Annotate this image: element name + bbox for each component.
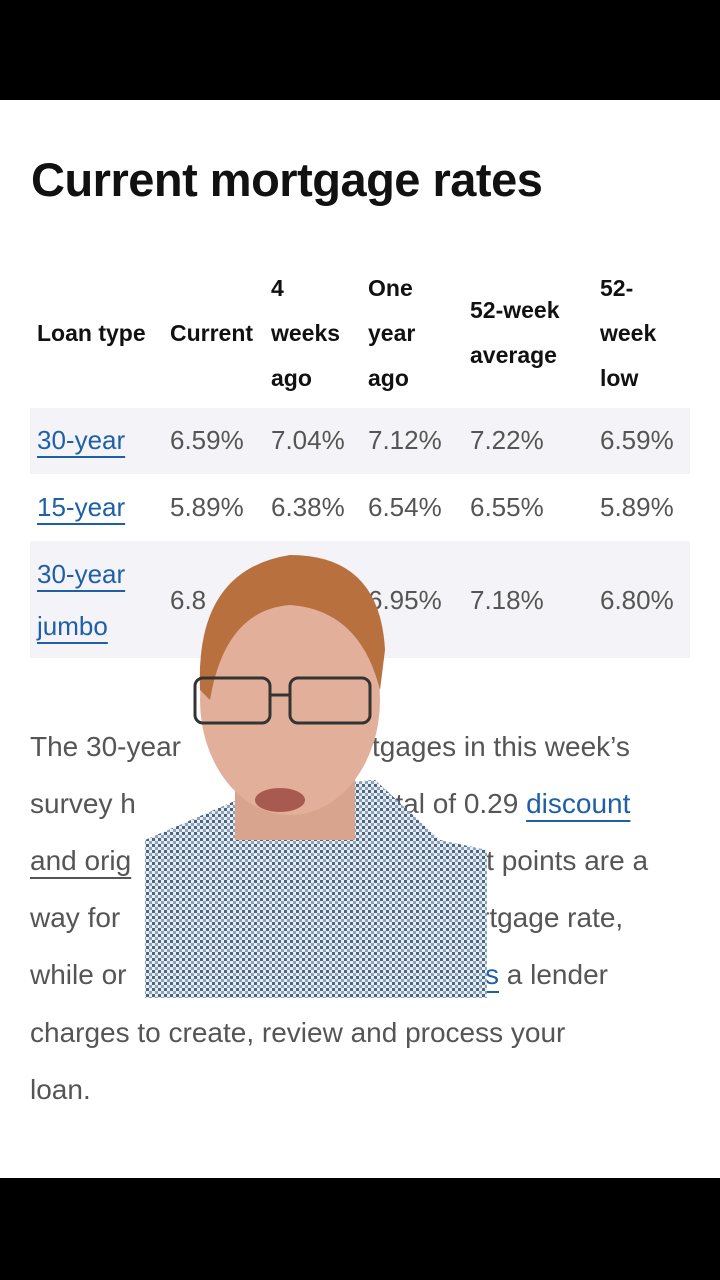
video-letterbox-top	[0, 0, 720, 100]
cell-52-week-average: 7.22%	[470, 425, 544, 455]
hair	[199, 555, 385, 700]
presenter-video-overlay	[145, 555, 487, 998]
paragraph-line: charges to create, review and process yo…	[30, 1017, 566, 1048]
cell-current: 6.59%	[170, 425, 244, 455]
paragraph-fragment: rtgage rate,	[480, 902, 624, 933]
glasses	[193, 676, 372, 725]
loan-type-link-30-year-jumbo[interactable]: jumbo	[37, 611, 108, 641]
paragraph-line: loan.	[30, 1074, 91, 1105]
header-line: One	[368, 275, 413, 301]
shirt	[145, 780, 487, 998]
header-current: Current	[170, 320, 254, 346]
cell-52-week-average: 7.18%	[470, 585, 544, 615]
header-line: average	[470, 342, 557, 368]
header-52-week-low: 52- week low	[600, 266, 656, 401]
cell-52-week-low: 6.59%	[600, 425, 674, 455]
loan-type-link-30-year[interactable]: 30-year	[37, 425, 126, 455]
header-line: year	[368, 320, 416, 346]
header-line: low	[600, 365, 639, 391]
header-line: weeks	[271, 320, 341, 346]
paragraph-fragment: s a lender	[485, 959, 608, 991]
cell-one-year-ago: 7.12%	[368, 425, 442, 455]
paragraph-fragment: while or	[30, 959, 127, 990]
header-4-weeks-ago: 4 weeks ago	[271, 266, 340, 401]
header-line: ago	[271, 365, 312, 391]
header-one-year-ago: One year ago	[368, 266, 415, 401]
header-line: 4	[271, 275, 284, 301]
cell-52-week-low: 6.80%	[600, 585, 674, 615]
header-line: 52-week	[470, 297, 560, 323]
header-loan-type: Loan type	[37, 320, 146, 346]
fees-link[interactable]: s	[485, 959, 499, 990]
header-line: week	[600, 320, 657, 346]
discount-points-link[interactable]: discount	[526, 788, 631, 819]
cell-4-weeks-ago: 6.38%	[271, 492, 345, 522]
cell-4-weeks-ago: 7.04%	[271, 425, 345, 455]
cell-52-week-low: 5.89%	[600, 492, 674, 522]
video-letterbox-bottom	[0, 1178, 720, 1280]
cell-one-year-ago: 6.95%	[368, 585, 442, 615]
cell-one-year-ago: 6.54%	[368, 492, 442, 522]
cell-current: 6.8	[170, 585, 207, 615]
loan-type-link-30-year-jumbo[interactable]: 30-year	[37, 559, 126, 589]
cell-52-week-average: 6.55%	[470, 492, 544, 522]
paragraph-fragment: tgages in this week’s	[372, 731, 630, 762]
paragraph-fragment: way for	[30, 902, 121, 933]
loan-type-link-15-year[interactable]: 15-year	[37, 492, 126, 522]
mouth	[255, 788, 305, 812]
discount-origination-link[interactable]: and orig	[30, 845, 132, 876]
header-line: ago	[368, 365, 409, 391]
row-highlight	[30, 408, 690, 474]
paragraph-text: a lender	[499, 959, 608, 990]
paragraph-fragment: survey h	[30, 788, 136, 819]
page-title: Current mortgage rates	[31, 153, 543, 206]
header-52-week-average: 52-week average	[470, 288, 560, 378]
paragraph-fragment: The 30-year	[30, 731, 181, 762]
paragraph-fragment: unt points are a	[455, 845, 649, 876]
cell-current: 5.89%	[170, 492, 244, 522]
header-line: 52-	[600, 275, 634, 301]
